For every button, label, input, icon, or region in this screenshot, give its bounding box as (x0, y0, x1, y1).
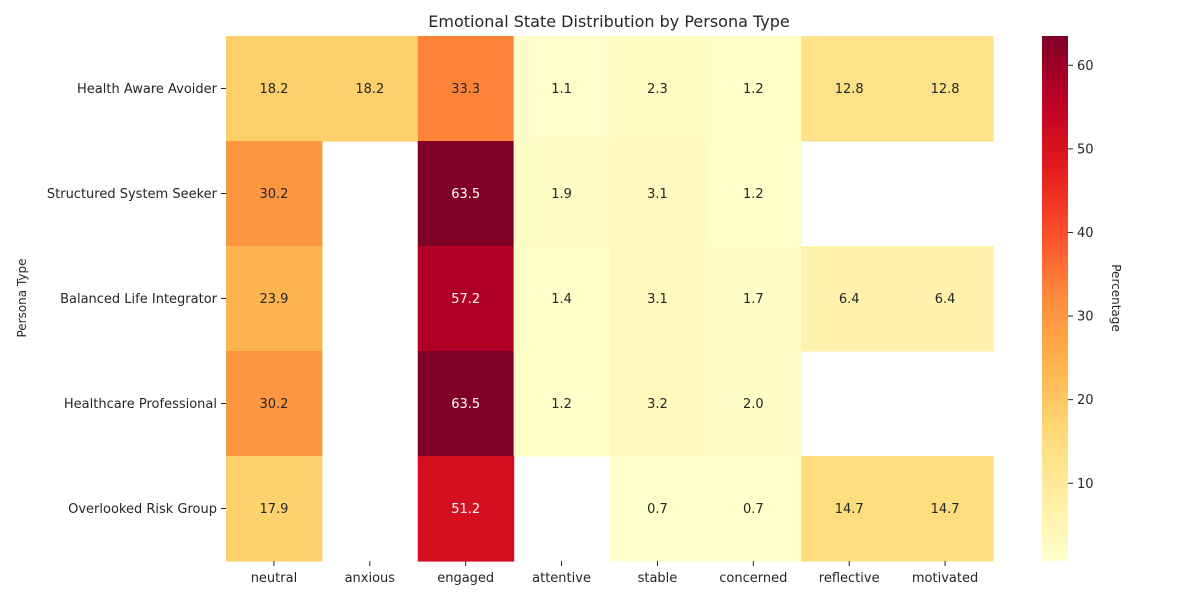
cell-value-label: 1.2 (743, 82, 764, 97)
cell-value-label: 63.5 (451, 187, 480, 202)
cell-value-label: 0.7 (647, 502, 668, 517)
cell-value-label: 1.2 (551, 397, 572, 412)
cell-value-label: 18.2 (259, 82, 288, 97)
heatmap-cell-labels: 18.2 18.2 33.3 1.1 2.3 1.2 12.8 12.8 30.2 63.5 1.9… (259, 82, 959, 517)
colorbar-label: Percentage (1109, 264, 1123, 332)
heatmap-cell (705, 351, 802, 457)
heatmap-cell (705, 141, 802, 247)
cell-value-label: 1.2 (743, 187, 764, 202)
heatmap-cell (226, 36, 323, 142)
cell-value-label: 14.7 (931, 502, 960, 517)
heatmap-cell (513, 246, 611, 352)
cell-value-label: 2.0 (743, 397, 764, 412)
heatmap-cell (417, 141, 515, 247)
cell-value-label: 3.1 (647, 292, 668, 307)
x-tick-label: neutral (251, 571, 298, 586)
cell-value-label: 57.2 (451, 292, 480, 307)
cell-value-label: 63.5 (451, 397, 480, 412)
cell-value-label: 3.1 (647, 187, 668, 202)
heatmap-cell (513, 36, 611, 142)
x-tick-label: concerned (719, 571, 787, 586)
cell-value-label: 2.3 (647, 82, 668, 97)
colorbar-gradient (1042, 36, 1068, 561)
heatmap-cell (897, 456, 994, 562)
colorbar-tick-label: 60 (1077, 59, 1094, 74)
x-axis-ticks: neutral anxious engaged attentive stable conc… (251, 561, 978, 586)
heatmap-cell (226, 456, 323, 562)
cell-value-label: 30.2 (259, 187, 288, 202)
x-tick-label: attentive (532, 571, 591, 586)
colorbar-tick-label: 30 (1077, 310, 1094, 325)
heatmap-cell (417, 36, 515, 142)
heatmap-cells (226, 36, 994, 562)
y-axis-label: Persona Type (15, 258, 29, 337)
heatmap-cell (801, 246, 898, 352)
cell-value-label: 14.7 (835, 502, 864, 517)
heatmap-cell (897, 36, 994, 142)
cell-value-label: 1.1 (551, 82, 572, 97)
colorbar-tick-label: 20 (1077, 393, 1094, 408)
cell-value-label: 18.2 (355, 82, 384, 97)
heatmap-cell (897, 246, 994, 352)
cell-value-label: 6.4 (935, 292, 956, 307)
heatmap-cell (609, 456, 706, 562)
cell-value-label: 12.8 (931, 82, 960, 97)
cell-value-label: 23.9 (259, 292, 288, 307)
chart-title: Emotional State Distribution by Persona … (428, 12, 789, 31)
cell-value-label: 6.4 (839, 292, 860, 307)
heatmap-cell (609, 141, 706, 247)
cell-value-label: 1.4 (551, 292, 572, 307)
heatmap-cell (513, 351, 611, 457)
cell-value-label: 0.7 (743, 502, 764, 517)
y-tick-label: Health Aware Avoider (77, 82, 218, 97)
heatmap-cell (609, 351, 706, 457)
cell-value-label: 1.9 (551, 187, 572, 202)
colorbar-tick-label: 50 (1077, 142, 1094, 157)
cell-value-label: 30.2 (259, 397, 288, 412)
heatmap-cell (801, 456, 898, 562)
y-tick-label: Structured System Seeker (47, 187, 218, 202)
heatmap-cell (321, 36, 419, 142)
heatmap-cell (705, 36, 802, 142)
heatmap-cell (226, 246, 323, 352)
x-tick-label: reflective (819, 571, 880, 586)
cell-value-label: 51.2 (451, 502, 480, 517)
x-tick-label: anxious (345, 571, 396, 586)
heatmap-cell (226, 141, 323, 247)
heatmap-cell (609, 36, 706, 142)
cell-value-label: 17.9 (259, 502, 288, 517)
heatmap-cell (801, 36, 898, 142)
heatmap-cell (417, 246, 515, 352)
x-tick-label: stable (638, 571, 678, 586)
cell-value-label: 12.8 (835, 82, 864, 97)
y-tick-label: Balanced Life Integrator (60, 292, 218, 307)
heatmap-cell (226, 351, 323, 457)
heatmap-cell (417, 351, 515, 457)
colorbar: 10 20 30 40 50 60 (1042, 36, 1094, 561)
colorbar-tick-label: 40 (1077, 226, 1094, 241)
cell-value-label: 3.2 (647, 397, 668, 412)
heatmap-cell (705, 456, 802, 562)
colorbar-tick-label: 10 (1077, 477, 1094, 492)
x-tick-label: engaged (437, 571, 494, 586)
y-tick-label: Overlooked Risk Group (68, 502, 217, 517)
heatmap-cell (705, 246, 802, 352)
cell-value-label: 1.7 (743, 292, 764, 307)
heatmap-cell (513, 141, 611, 247)
cell-value-label: 33.3 (451, 82, 480, 97)
heatmap-cell (609, 246, 706, 352)
heatmap-cell (417, 456, 515, 562)
y-tick-label: Healthcare Professional (64, 397, 217, 412)
x-tick-label: motivated (912, 571, 978, 586)
y-axis-ticks: Health Aware Avoider Structured System Se… (47, 82, 226, 517)
